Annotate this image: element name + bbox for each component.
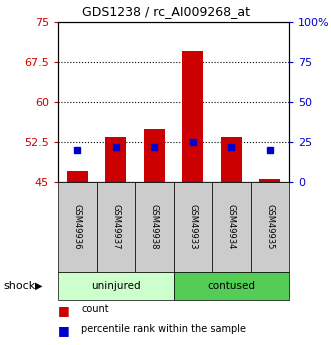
Text: ■: ■ (58, 324, 70, 337)
Bar (259, 179, 280, 182)
Text: contused: contused (207, 281, 255, 291)
Text: ■: ■ (58, 304, 70, 317)
Bar (144, 129, 165, 182)
Text: percentile rank within the sample: percentile rank within the sample (81, 324, 246, 334)
Text: GDS1238 / rc_AI009268_at: GDS1238 / rc_AI009268_at (81, 5, 250, 18)
Text: GSM49936: GSM49936 (73, 204, 82, 250)
Text: GSM49934: GSM49934 (227, 204, 236, 250)
Text: GSM49935: GSM49935 (265, 204, 274, 250)
Bar (67, 171, 88, 182)
Text: GSM49937: GSM49937 (111, 204, 120, 250)
Text: shock: shock (3, 281, 35, 291)
Bar (182, 51, 203, 182)
Bar (221, 137, 242, 182)
Text: ▶: ▶ (35, 281, 42, 291)
Text: count: count (81, 304, 109, 314)
Text: GSM49938: GSM49938 (150, 204, 159, 250)
Text: GSM49933: GSM49933 (188, 204, 197, 250)
Text: uninjured: uninjured (91, 281, 141, 291)
Bar (105, 137, 126, 182)
